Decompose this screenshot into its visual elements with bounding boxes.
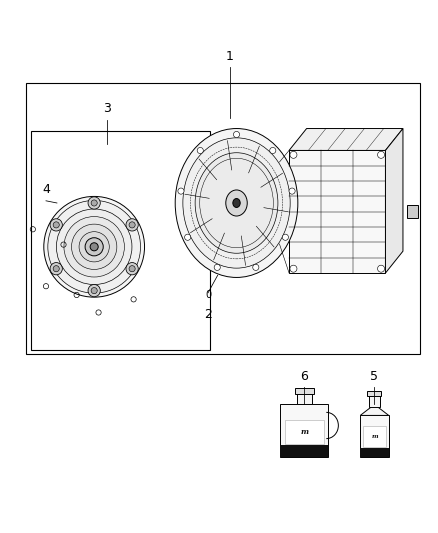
Circle shape bbox=[253, 264, 259, 270]
Circle shape bbox=[378, 151, 385, 158]
Text: 1: 1 bbox=[226, 50, 234, 63]
Ellipse shape bbox=[175, 128, 298, 278]
Circle shape bbox=[129, 222, 135, 228]
Circle shape bbox=[53, 222, 59, 228]
Bar bbox=[367, 391, 381, 395]
Circle shape bbox=[290, 151, 297, 158]
Text: m: m bbox=[371, 434, 378, 439]
Circle shape bbox=[50, 263, 62, 275]
Text: 0: 0 bbox=[205, 290, 211, 300]
Polygon shape bbox=[280, 405, 328, 457]
Circle shape bbox=[91, 200, 97, 206]
Ellipse shape bbox=[195, 153, 278, 253]
Circle shape bbox=[290, 265, 297, 272]
Circle shape bbox=[126, 263, 138, 275]
Circle shape bbox=[79, 232, 110, 262]
Bar bbox=[297, 393, 312, 405]
Text: 5: 5 bbox=[371, 369, 378, 383]
Polygon shape bbox=[385, 128, 403, 273]
Bar bbox=[289, 150, 385, 273]
Circle shape bbox=[270, 148, 276, 154]
Circle shape bbox=[129, 265, 135, 272]
Circle shape bbox=[289, 188, 295, 194]
Circle shape bbox=[178, 188, 184, 194]
Text: m: m bbox=[300, 429, 308, 437]
Bar bbox=[280, 446, 328, 457]
Ellipse shape bbox=[226, 190, 247, 216]
Circle shape bbox=[57, 209, 132, 285]
Text: 2: 2 bbox=[204, 308, 212, 321]
Circle shape bbox=[184, 234, 191, 240]
Circle shape bbox=[91, 287, 97, 294]
Text: 4: 4 bbox=[42, 183, 50, 197]
Text: 6: 6 bbox=[300, 369, 308, 383]
Circle shape bbox=[90, 243, 98, 251]
Circle shape bbox=[53, 265, 59, 272]
Bar bbox=[360, 415, 389, 457]
Polygon shape bbox=[289, 128, 403, 150]
Circle shape bbox=[88, 285, 100, 297]
Circle shape bbox=[44, 197, 145, 297]
Bar bbox=[364, 426, 386, 447]
Circle shape bbox=[197, 148, 203, 154]
Circle shape bbox=[88, 197, 100, 209]
Circle shape bbox=[233, 132, 240, 138]
Ellipse shape bbox=[183, 138, 290, 268]
Bar bbox=[285, 420, 324, 444]
Ellipse shape bbox=[233, 198, 240, 207]
Circle shape bbox=[378, 265, 385, 272]
Bar bbox=[360, 448, 389, 457]
Polygon shape bbox=[360, 407, 389, 415]
Circle shape bbox=[71, 224, 117, 270]
Text: 3: 3 bbox=[103, 102, 111, 115]
Circle shape bbox=[283, 234, 289, 240]
Circle shape bbox=[214, 264, 220, 270]
Bar bbox=[407, 205, 418, 219]
Bar bbox=[26, 83, 420, 354]
Bar bbox=[369, 395, 380, 407]
Bar bbox=[31, 131, 210, 350]
Circle shape bbox=[48, 200, 141, 293]
Circle shape bbox=[64, 216, 124, 277]
Bar bbox=[295, 388, 314, 393]
Circle shape bbox=[50, 219, 62, 231]
Circle shape bbox=[85, 238, 103, 256]
Circle shape bbox=[126, 219, 138, 231]
